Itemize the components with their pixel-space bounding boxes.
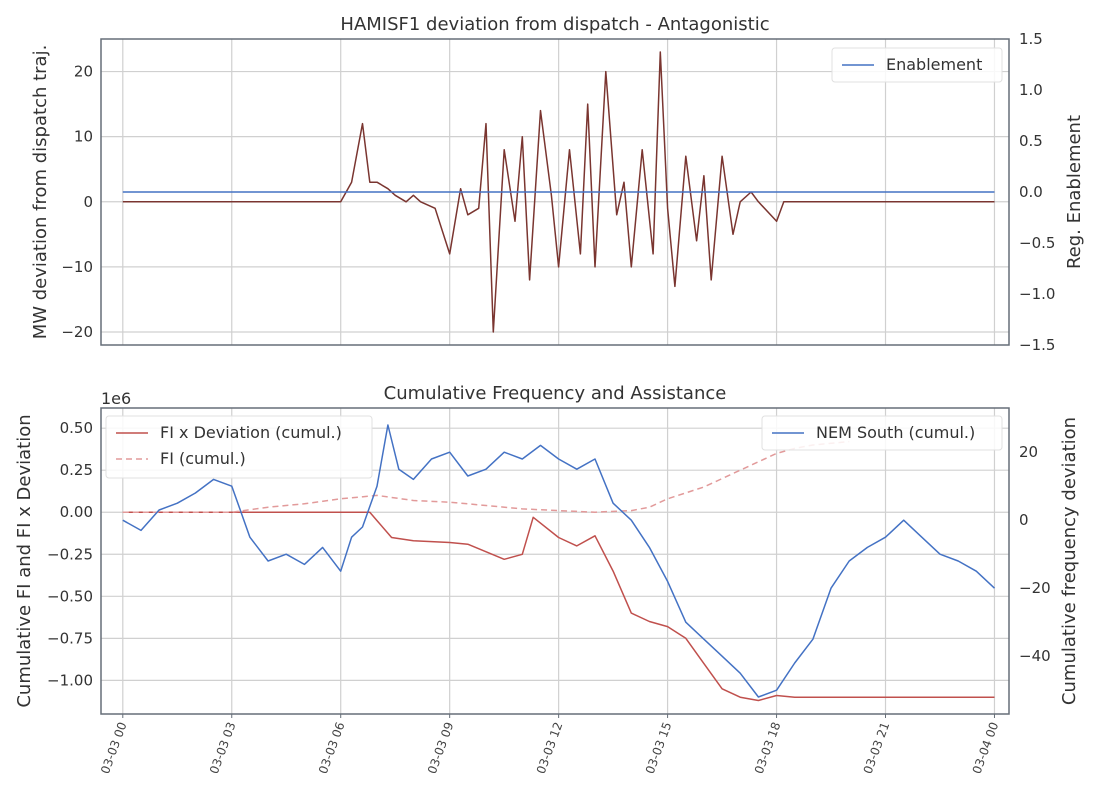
x-tick-label: 03-03 03 (207, 720, 239, 775)
right-y-tick-label: −40 (1019, 647, 1051, 665)
top-chart-panel: −20 −10 0 10 20 −1.5 −1.0 −0.5 0.0 0.5 1.0 1.5 HAMIS… (30, 14, 1085, 354)
x-tick-label: 03-03 09 (425, 720, 457, 775)
legend-label: Enablement (886, 55, 982, 74)
left-y-tick-label: −10 (61, 258, 93, 276)
left-y-tick-label: 0.00 (60, 503, 93, 521)
left-y-tick-label: 0 (83, 193, 93, 211)
plot-frame (100, 38, 1010, 346)
left-y-tick-label: −0.50 (47, 587, 93, 605)
right-y-tick-label: −20 (1019, 579, 1051, 597)
right-y-tick-label: 1.0 (1019, 81, 1043, 99)
legend: Enablement (831, 47, 1003, 83)
left-y-axis-label: MW deviation from dispatch traj. (30, 45, 51, 340)
right-y-tick-label: −0.5 (1019, 234, 1055, 252)
right-y-tick-label: 1.5 (1019, 30, 1043, 48)
chart-title: Cumulative Frequency and Assistance (384, 383, 727, 404)
legend-frame (831, 47, 1003, 83)
right-y-tick-label: −1.0 (1019, 285, 1055, 303)
x-tick-label: 03-03 00 (98, 720, 130, 775)
left-y-tick-label: 20 (74, 63, 93, 81)
series-line-deviation (122, 51, 995, 333)
left-y-tick-label: −0.25 (47, 545, 93, 563)
left-y-tick-label: −20 (61, 323, 93, 341)
chart-title: HAMISF1 deviation from dispatch - Antago… (340, 14, 769, 35)
legend-left: FI x Deviation (cumul.) FI (cumul.) (105, 415, 373, 479)
right-y-axis-label: Cumulative frequency deviation (1059, 417, 1080, 705)
x-tick-label: 03-03 06 (316, 720, 348, 775)
right-y-axis-label: Reg. Enablement (1064, 115, 1085, 269)
left-y-tick-label: 10 (74, 128, 93, 146)
left-y-tick-label: 0.50 (60, 419, 93, 437)
legend-label: NEM South (cumul.) (816, 423, 975, 442)
series-line-nem-south-cumul (122, 424, 996, 698)
right-y-tick-label: 20 (1019, 443, 1038, 461)
series-line-fi-x-deviation-cumul (122, 511, 995, 702)
x-tick-label: 03-03 15 (643, 720, 675, 775)
x-tick-label: 03-03 21 (861, 720, 893, 775)
x-tick-label: 03-03 18 (752, 720, 784, 775)
axis-offset-label: 1e6 (101, 389, 131, 408)
x-tick-label: 03-03 12 (534, 720, 566, 775)
legend-frame (761, 415, 1003, 451)
legend-frame (105, 415, 373, 479)
left-y-axis-label: Cumulative FI and FI x Deviation (14, 414, 35, 707)
right-y-tick-label: −1.5 (1019, 336, 1055, 354)
bottom-chart-panel: −1.00 −0.75 −0.50 −0.25 0.00 0.25 0.50 −40 −20 0 2… (14, 383, 1080, 715)
right-y-tick-label: 0.0 (1019, 183, 1043, 201)
x-tick-label: 03-04 00 (970, 720, 1002, 775)
x-tick-labels: 03-03 00 03-03 03 03-03 06 03-03 09 03-03 12… (98, 714, 1001, 776)
legend-right: NEM South (cumul.) (761, 415, 1003, 451)
left-y-tick-label: 0.25 (60, 461, 93, 479)
plot-frame (100, 407, 1010, 715)
legend-label: FI x Deviation (cumul.) (160, 423, 342, 442)
series-line-fi-cumul (122, 440, 850, 513)
left-y-tick-label: −1.00 (47, 671, 93, 689)
left-y-tick-label: −0.75 (47, 629, 93, 647)
right-y-tick-label: 0 (1019, 511, 1029, 529)
right-y-tick-label: 0.5 (1019, 132, 1043, 150)
legend-label: FI (cumul.) (160, 449, 246, 468)
